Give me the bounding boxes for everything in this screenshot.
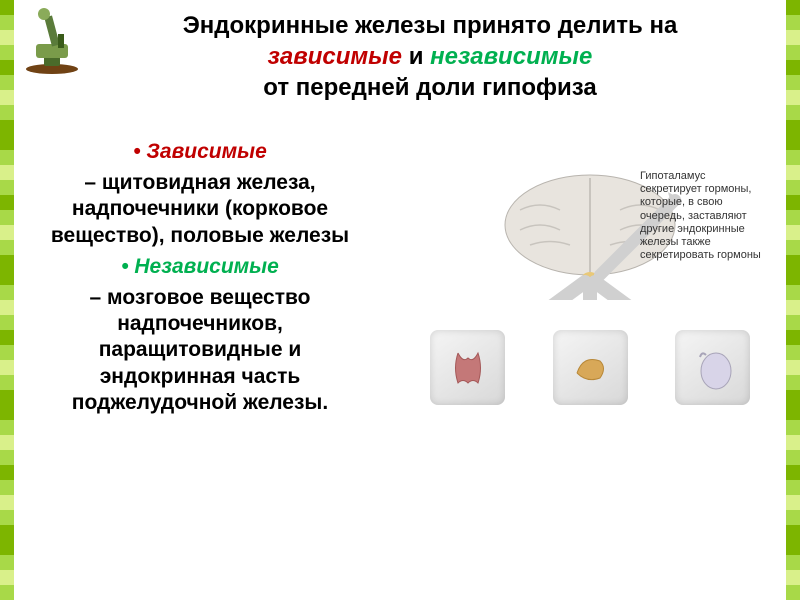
dependent-text: – щитовидная железа, надпочечники (корко… — [30, 170, 370, 249]
gland-adrenal — [553, 330, 628, 405]
microscope-icon — [22, 6, 82, 76]
gland-row — [410, 330, 770, 405]
independent-header: • Независимые — [30, 255, 370, 279]
brain-diagram: Гипоталамус секретирует гормоны, которые… — [410, 170, 770, 470]
title-line1: Эндокринные железы принято делить на — [183, 12, 678, 39]
title-dependent: зависимые — [268, 43, 402, 70]
title-and: и — [402, 43, 430, 70]
diagram-caption: Гипоталамус секретирует гормоны, которые… — [640, 170, 770, 262]
gland-gonad — [675, 330, 750, 405]
dependent-header: • Зависимые — [30, 140, 370, 164]
title-independent: независимые — [430, 43, 592, 70]
content-text: • Зависимые – щитовидная железа, надпоче… — [30, 140, 370, 422]
title-line2: от передней доли гипофиза — [263, 74, 596, 101]
gland-thyroid — [430, 330, 505, 405]
independent-text: – мозговое вещество надпочечников, паращ… — [30, 285, 370, 416]
page-title: Эндокринные железы принято делить на зав… — [80, 10, 780, 104]
